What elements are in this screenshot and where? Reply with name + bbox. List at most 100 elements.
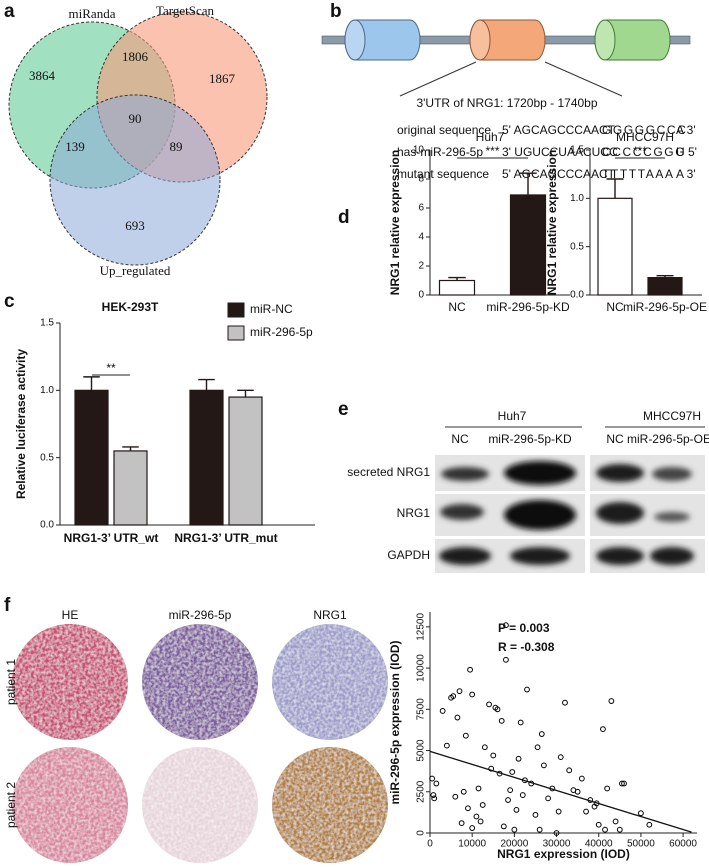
tissue-column: miR-296-5p <box>169 608 232 622</box>
error-bar <box>237 389 254 398</box>
error-bar <box>448 276 466 281</box>
lane-label: NC <box>451 432 469 446</box>
lane-label: NC <box>606 432 624 446</box>
y-tick-label: 1.5 <box>570 145 584 156</box>
y-tick-label: 1.5 <box>40 318 54 329</box>
y-tick-label: 0 <box>418 290 424 301</box>
point <box>503 622 509 629</box>
panel-label: f <box>4 595 11 616</box>
point <box>538 731 545 737</box>
blot-row-label: NRG1 <box>397 506 431 520</box>
point <box>469 691 476 698</box>
sequence-left: 5' AGCAGCCCAACT <box>502 167 616 181</box>
y-tick-label: 4 <box>418 232 424 243</box>
x-tick-label: 30000 <box>543 839 571 850</box>
region-count: 1867 <box>209 71 236 86</box>
legend-swatch <box>227 302 245 318</box>
point <box>513 807 520 813</box>
point <box>646 821 653 828</box>
y-axis-label: miR-296-5p expression (IOD) <box>388 640 402 804</box>
point <box>479 802 486 808</box>
y-axis-label: NRG1 relative expression <box>545 150 559 295</box>
y-tick-label: 1.0 <box>570 193 584 204</box>
tissue-row: patient 2 <box>4 782 18 828</box>
panel-label: d <box>338 207 350 228</box>
y-tick-label: 10 <box>413 145 425 156</box>
significance-label: *** <box>485 144 499 158</box>
tissue-core <box>142 624 258 740</box>
panel-label: b <box>330 1 342 22</box>
point <box>431 795 438 802</box>
band <box>510 547 570 565</box>
point <box>498 717 505 724</box>
point <box>433 780 440 787</box>
y-axis-label: Relative luciferase activity <box>14 349 28 499</box>
point <box>450 693 457 700</box>
zoom-line <box>399 61 477 97</box>
region-count: 139 <box>65 139 85 154</box>
point <box>429 775 436 782</box>
bar <box>74 389 109 526</box>
point <box>619 780 625 787</box>
point <box>534 744 541 751</box>
bar <box>438 279 476 296</box>
point <box>562 699 568 706</box>
chart-title: Huh7 <box>476 130 505 144</box>
x-tick-label: 20000 <box>500 839 528 850</box>
y-tick-label: 7500 <box>416 698 427 721</box>
point <box>532 811 539 818</box>
y-tick-label: 0.5 <box>40 452 54 463</box>
point <box>612 818 619 825</box>
cell-line: Huh7 <box>498 409 527 423</box>
point <box>616 826 623 833</box>
bar <box>597 197 633 296</box>
panel-label: c <box>4 291 15 312</box>
bar <box>189 389 224 526</box>
exon-face <box>344 19 366 61</box>
band <box>596 547 644 565</box>
chart-title: MHCC97H <box>616 130 674 144</box>
region-count: 3864 <box>29 68 56 83</box>
point <box>515 755 522 762</box>
lane-label: miR-296-5p-KD <box>488 432 572 446</box>
set-label: miRanda <box>69 6 116 21</box>
stat-annotation: R = -0.308 <box>498 640 555 654</box>
x-tick-label: 60000 <box>669 839 697 850</box>
sequence-left: 3' UGUCCUAACUCC <box>502 145 618 159</box>
x-tick-label: NRG1-3’ UTR_mut <box>174 531 277 545</box>
y-tick-label: 0 <box>416 830 427 836</box>
point <box>505 797 511 803</box>
point <box>608 698 615 704</box>
point <box>511 826 518 833</box>
point <box>604 785 611 792</box>
legend-swatch <box>227 325 245 341</box>
point <box>621 780 627 787</box>
gene-diagram <box>321 19 691 97</box>
point <box>488 765 495 772</box>
binding-site: TTTTTAAA <box>602 167 675 181</box>
point <box>566 767 573 774</box>
point <box>443 742 450 749</box>
binding-site: GGGGGCCC <box>602 123 687 137</box>
tissue-core <box>142 747 258 863</box>
band <box>596 502 644 524</box>
point <box>553 830 560 836</box>
y-tick-label: 2 <box>418 261 424 272</box>
point <box>578 775 585 782</box>
point <box>473 813 480 820</box>
x-tick-label: 40000 <box>585 839 613 850</box>
point <box>430 792 437 798</box>
tissue-column: NRG1 <box>313 608 347 622</box>
point <box>475 785 482 792</box>
point <box>481 744 488 751</box>
point <box>507 787 514 794</box>
sequence-right: A 3' <box>676 167 696 181</box>
y-tick-label: 2500 <box>416 780 427 803</box>
blot-row-label: GAPDH <box>387 548 430 562</box>
legend-label: miR-296-5p <box>250 325 313 339</box>
band <box>504 461 576 485</box>
band <box>650 547 694 565</box>
set-label: Up_regulated <box>100 263 171 278</box>
point <box>469 825 476 831</box>
point <box>536 826 543 833</box>
